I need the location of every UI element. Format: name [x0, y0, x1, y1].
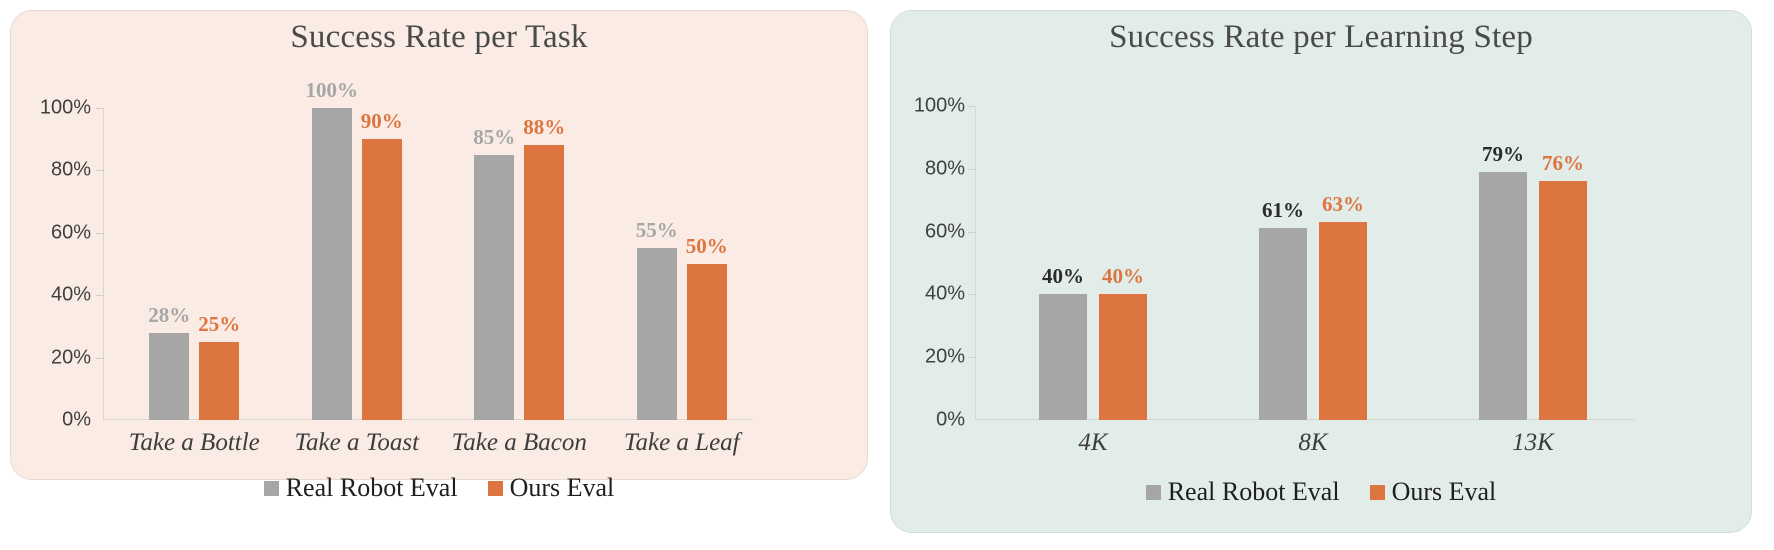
x-axis-category-labels-right: 4K 8K 13K [975, 429, 1635, 463]
chart-panel-success-rate-per-learning-step: Success Rate per Learning Step 100% 80% 60… [890, 10, 1752, 533]
y-axis-tick-label: 0% [936, 408, 965, 431]
bar-value-label: 40% [1102, 264, 1144, 289]
bar-value-label: 79% [1482, 141, 1524, 166]
x-axis-category-label: 4K [1078, 429, 1108, 456]
bar-value-label: 40% [1042, 264, 1084, 289]
y-axis-tick-label: 0% [62, 408, 91, 431]
y-axis-tick-label: 40% [924, 282, 965, 305]
bar-real-robot-eval [1479, 171, 1527, 420]
y-axis-labels-left: 100% 80% 60% 40% 20% 0% [29, 97, 91, 431]
x-axis-category-label: 13K [1512, 429, 1554, 456]
y-axis-tick-label: 100% [39, 96, 91, 119]
y-axis-tick-label: 100% [913, 94, 965, 117]
bar-ours-eval [1539, 181, 1587, 420]
bar-value-label: 61% [1262, 198, 1304, 223]
y-axis-tick [96, 108, 103, 109]
bar-real-robot-eval [474, 154, 515, 420]
y-axis-tick-label: 80% [924, 157, 965, 180]
y-axis-tick-label: 60% [924, 220, 965, 243]
y-axis-tick-label: 20% [924, 345, 965, 368]
bar-real-robot-eval [311, 108, 352, 420]
x-axis-line-left [103, 419, 753, 420]
y-axis-tick [968, 294, 975, 296]
chart-title-right: Success Rate per Learning Step [1109, 19, 1533, 55]
y-axis-labels-right: 100% 80% 60% 40% 20% 0% [901, 95, 965, 431]
bar-value-label: 50% [685, 234, 728, 258]
bar-value-label: 85% [473, 124, 516, 149]
x-axis-category-label: Take a Toast [294, 429, 420, 456]
plot-area-right: 40% 40% 61% 63% 79% 76% [968, 106, 1635, 420]
legend-label: Real Robot Eval [285, 473, 458, 502]
y-axis-tick [968, 168, 975, 170]
legend-item[interactable]: Real Robot Eval [263, 473, 458, 503]
bar-ours-eval [361, 139, 402, 420]
legend-right: Real Robot Eval Ours Eval [891, 477, 1751, 507]
bar-value-label: 25% [198, 312, 241, 336]
bar-real-robot-eval [149, 332, 190, 420]
y-axis-tick [968, 106, 975, 107]
bar-value-label: 55% [635, 218, 678, 243]
x-axis-category-labels-left: Take a Bottle Take a Toast Take a Bacon Tak… [103, 429, 753, 463]
bar-real-robot-eval [636, 248, 677, 420]
legend-left: Real Robot Eval Ours Eval [11, 473, 867, 503]
bar-real-robot-eval [1039, 294, 1087, 420]
bar-value-label: 90% [360, 109, 403, 134]
legend-label: Ours Eval [509, 473, 615, 502]
bar-value-label: 76% [1542, 151, 1584, 176]
bar-ours-eval [1099, 294, 1147, 420]
plot-area-left: 28% 25% 100% 90% 85% 88% 55% 50% [96, 78, 753, 420]
y-axis-tick [96, 357, 103, 359]
bar-real-robot-eval [1259, 228, 1307, 420]
legend-item[interactable]: Ours Eval [1369, 477, 1497, 507]
y-axis-tick-label: 40% [50, 283, 91, 306]
y-axis-tick [96, 295, 103, 297]
bar-ours-eval [524, 145, 565, 420]
y-axis-tick [96, 232, 103, 234]
legend-swatch-icon [263, 480, 279, 496]
legend-swatch-icon [1369, 484, 1385, 500]
y-axis-tick-label: 80% [50, 158, 91, 181]
y-axis-tick [96, 170, 103, 172]
y-axis-tick-label: 20% [50, 346, 91, 369]
legend-item[interactable]: Real Robot Eval [1145, 477, 1340, 507]
legend-label: Ours Eval [1391, 477, 1497, 506]
legend-label: Real Robot Eval [1167, 477, 1340, 506]
bar-value-label: 88% [523, 115, 566, 140]
y-axis-tick-label: 60% [50, 221, 91, 244]
y-axis-line-right [975, 106, 976, 420]
bar-value-label: 63% [1322, 192, 1364, 217]
bar-ours-eval [686, 264, 727, 420]
x-axis-category-label: Take a Bottle [128, 429, 260, 456]
legend-item[interactable]: Ours Eval [487, 473, 615, 503]
x-axis-category-label: 8K [1298, 429, 1328, 456]
bar-ours-eval [199, 342, 240, 420]
bar-value-label: 28% [148, 302, 191, 327]
x-axis-category-label: Take a Leaf [623, 429, 740, 456]
x-axis-category-label: Take a Bacon [451, 429, 587, 456]
y-axis-tick [968, 357, 975, 359]
bar-value-label: 100% [305, 78, 359, 102]
y-axis-line-left [103, 108, 104, 420]
legend-swatch-icon [1145, 484, 1161, 500]
chart-panel-success-rate-per-task: Success Rate per Task 100% 80% 60% 40% 20% 0%… [10, 10, 868, 502]
chart-title-left: Success Rate per Task [290, 19, 588, 55]
legend-swatch-icon [487, 480, 503, 496]
y-axis-tick [968, 231, 975, 233]
bar-ours-eval [1319, 222, 1367, 420]
